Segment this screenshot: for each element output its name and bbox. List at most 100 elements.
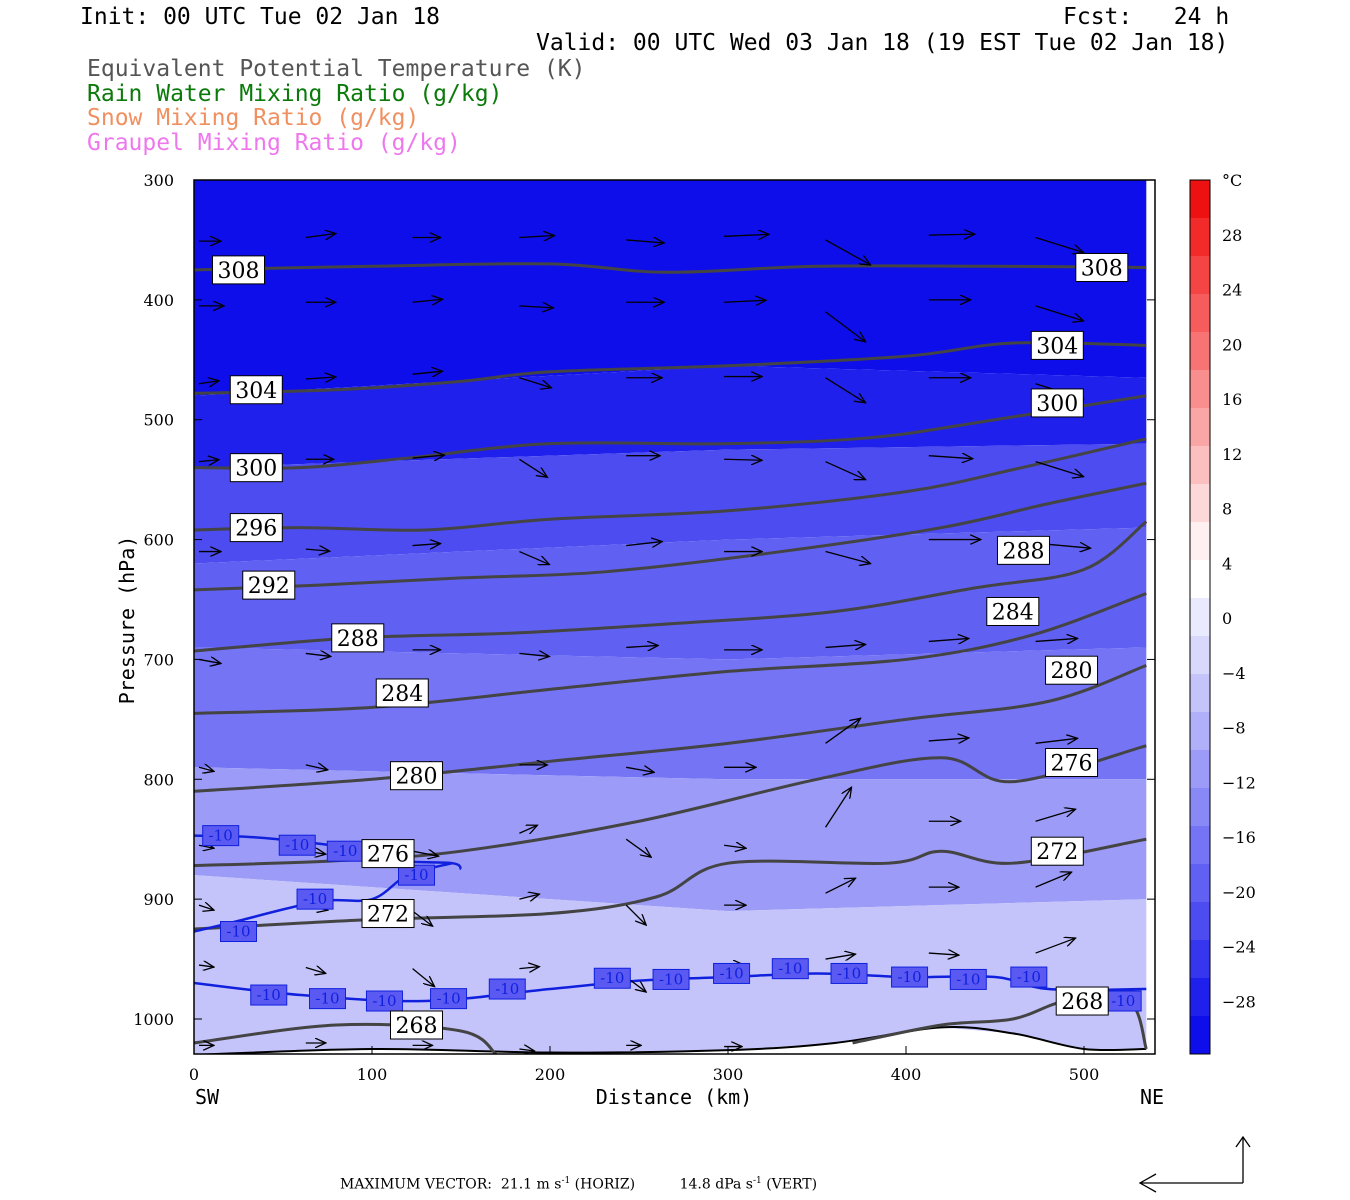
theta-e-label-text: 284	[992, 600, 1034, 625]
theta-e-label-text: 288	[337, 627, 379, 652]
colorbar: 28 24 20 16 12 8 4 0 −4 −8 −12 −16 −20 −24 −28	[1189, 179, 1256, 1055]
theta-e-label-text: 276	[367, 843, 409, 868]
wind-vector	[519, 825, 537, 833]
y-axis-title: Pressure (hPa)	[115, 536, 139, 705]
theta-e-label-text: 284	[381, 682, 423, 707]
terrain-fill	[222, 1027, 1147, 1054]
isotherm-label-text: -10	[1017, 968, 1041, 986]
theta-e-label-text: 288	[1002, 539, 1044, 564]
isotherm-label-box	[430, 988, 468, 1010]
isotherm-label-box	[593, 967, 631, 989]
theta-e-label: 288	[331, 623, 385, 653]
x-tick-label: 400	[891, 1065, 922, 1084]
x-tick-label: 0	[189, 1065, 199, 1084]
wind-vector	[1035, 461, 1084, 477]
colorbar-tick-label: −8	[1222, 719, 1246, 738]
colorbar-swatch	[1190, 560, 1210, 599]
x-tick-label: 100	[357, 1065, 388, 1084]
isotherm-label-box	[365, 990, 403, 1012]
colorbar-swatch	[1190, 826, 1210, 865]
isotherm-label-text: -10	[315, 990, 339, 1008]
isotherm-label: -10	[296, 888, 334, 910]
theta-e-label: 272	[361, 899, 415, 929]
isotherm-label-box	[278, 834, 316, 856]
plot-area: -10 -10 -10 -10 -10 -10 -10 -10 -10 -10 -10 -10 -10 -…	[194, 180, 1148, 1054]
colorbar-tick-label: −12	[1222, 773, 1256, 792]
wind-vector	[412, 299, 443, 302]
wind-vector	[198, 845, 214, 848]
legend-theta-e: Equivalent Potential Temperature (K)	[87, 56, 586, 82]
theta-e-label-text: 308	[1081, 256, 1123, 281]
wind-vector	[626, 767, 654, 772]
wind-vector	[519, 236, 554, 238]
theta-e-label-text: 268	[396, 1014, 438, 1039]
wind-vector	[305, 234, 336, 238]
colorbar-tick-label: 16	[1222, 390, 1242, 409]
theta-e-label-box	[242, 570, 296, 600]
theta-e-label-box	[1055, 986, 1109, 1016]
x-tick-label: 200	[535, 1065, 566, 1084]
colorbar-swatch	[1190, 218, 1210, 257]
x-axis-left-label: SW	[195, 1085, 220, 1109]
theta-e-contour	[194, 262, 1147, 274]
theta-e-label-box	[390, 761, 443, 791]
isotherm-label: -10	[326, 840, 364, 862]
theta-e-label: 280	[390, 761, 443, 791]
y-tick-label: 700	[143, 650, 174, 669]
isotherm-label: -10	[365, 990, 403, 1012]
colorbar-swatch	[1190, 408, 1210, 447]
isotherm-label-box	[220, 921, 257, 943]
wind-vector	[825, 550, 871, 564]
isotherm-label: -10	[250, 984, 288, 1006]
wind-vector	[198, 659, 221, 663]
colorbar-swatch	[1190, 940, 1210, 979]
theta-e-label-box	[996, 535, 1050, 565]
colorbar-tick-label: −28	[1222, 992, 1256, 1011]
isotherm-label-box	[309, 988, 346, 1010]
y-tick-label: 900	[143, 890, 174, 909]
colorbar-tick-label: −16	[1222, 828, 1256, 847]
isotherm-label: -10	[488, 978, 526, 1000]
forecast-hour: Fcst: 24 h	[1063, 4, 1230, 30]
legend-rain: Rain Water Mixing Ratio (g/kg)	[87, 81, 503, 107]
theta-e-contour	[194, 341, 1147, 395]
wind-vector	[198, 965, 214, 967]
plot-frame	[193, 179, 1156, 1055]
max-vector-label: MAXIMUM VECTOR:	[340, 1176, 492, 1193]
wind-vector	[825, 311, 866, 342]
wind-vector	[1035, 738, 1078, 743]
isotherm-label-box	[488, 978, 526, 1000]
maximum-vector-note: MAXIMUM VECTOR: 21.1 m s-1 (HORIZ) 14.8 …	[340, 1176, 817, 1193]
max-vector-horiz-unit: (HORIZ)	[574, 1176, 636, 1193]
wind-vector	[1035, 872, 1072, 888]
colorbar-tick-label: 24	[1222, 281, 1242, 300]
theta-e-label: 268	[1055, 986, 1109, 1016]
isotherm-label-box	[949, 968, 987, 990]
temperature-band	[194, 647, 1147, 780]
temperature-band	[194, 365, 1147, 468]
temperature-band	[194, 527, 1147, 660]
x-tick-label: 500	[1069, 1065, 1100, 1084]
theta-e-label-box	[361, 899, 415, 929]
wind-vector	[519, 377, 551, 388]
wind-vector	[519, 458, 547, 477]
wind-vector	[198, 381, 219, 384]
wind-vector	[825, 718, 861, 744]
wind-vector	[519, 306, 553, 308]
temperature-band	[194, 180, 1147, 396]
colorbar-swatch	[1190, 712, 1210, 751]
wind-vector	[724, 234, 769, 236]
y-tick-label: 800	[143, 770, 174, 789]
wind-vector	[625, 904, 646, 925]
theta-e-label-text: 308	[218, 259, 260, 284]
isotherm-label-box	[652, 968, 690, 990]
vert-exponent: -1	[752, 1176, 762, 1186]
theta-e-label: 300	[229, 453, 283, 483]
colorbar-swatch	[1190, 180, 1210, 219]
wind-vector	[412, 455, 445, 458]
theta-e-contour	[194, 592, 1147, 715]
wind-vector	[825, 878, 856, 894]
isotherm-label-text: -10	[285, 836, 309, 854]
wind-vector	[305, 377, 336, 379]
